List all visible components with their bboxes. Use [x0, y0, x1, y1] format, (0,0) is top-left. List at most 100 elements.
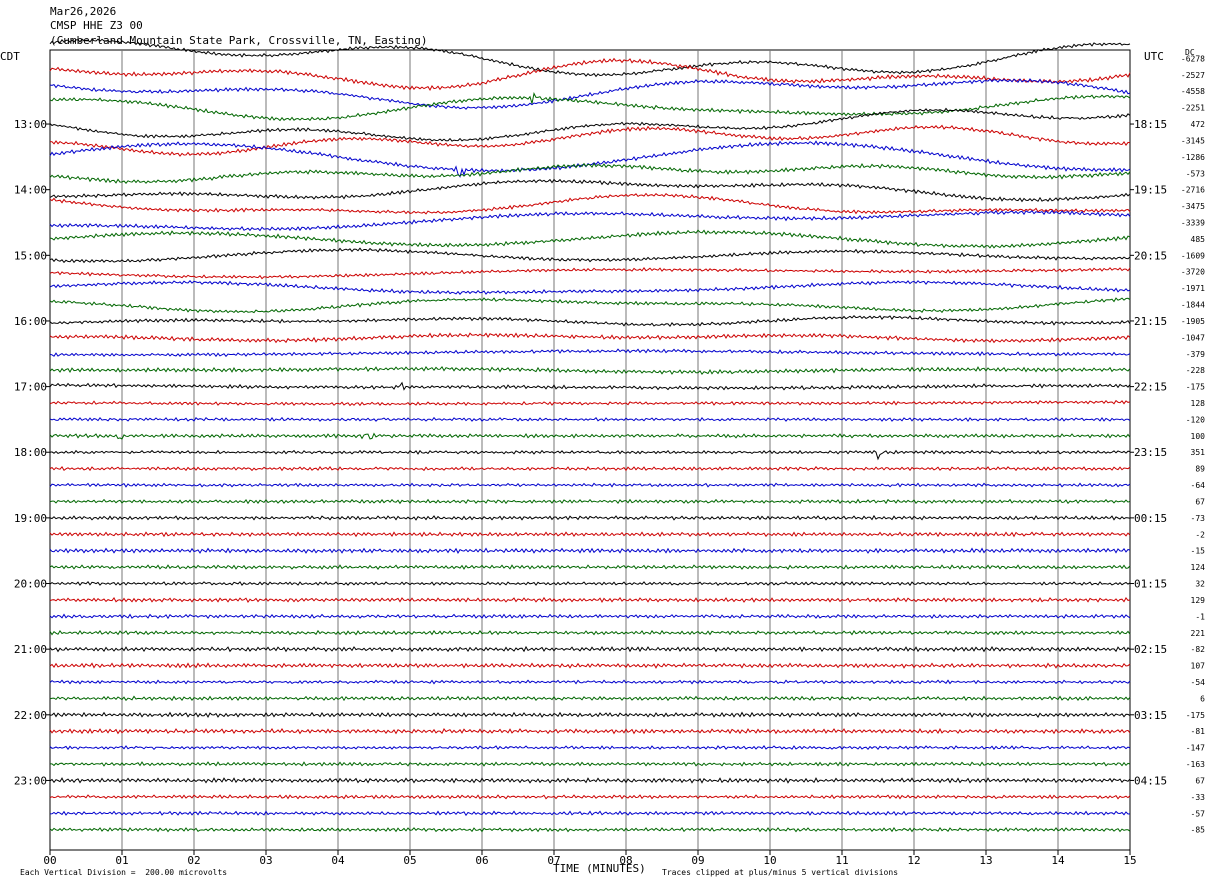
x-tick-label: 11	[835, 854, 848, 867]
right-hour-label: 19:15	[1134, 184, 1167, 197]
dc-offset-label: 128	[1191, 399, 1206, 408]
dc-offset-label: 485	[1191, 235, 1206, 244]
seismic-trace	[49, 57, 1131, 92]
seismic-trace	[49, 267, 1131, 280]
left-hour-label: 23:00	[14, 774, 47, 787]
x-tick-label: 03	[259, 854, 272, 867]
dc-offset-label: -1286	[1181, 153, 1205, 162]
x-tick-label: 02	[187, 854, 200, 867]
dc-offset-label: 6	[1200, 694, 1205, 703]
dc-offset-label: -147	[1186, 744, 1205, 753]
dc-offset-label: 351	[1191, 448, 1206, 457]
right-hour-label: 02:15	[1134, 643, 1167, 656]
dc-offset-label: -163	[1186, 760, 1205, 769]
left-hour-label: 16:00	[14, 315, 47, 328]
dc-offset-label: -15	[1191, 547, 1206, 556]
seismic-trace	[49, 547, 1131, 554]
seismic-trace	[49, 810, 1131, 817]
dc-offset-label: 67	[1195, 497, 1205, 506]
dc-offset-label: -1971	[1181, 284, 1205, 293]
seismic-trace	[49, 482, 1131, 488]
seismic-trace	[49, 629, 1131, 636]
seismic-trace	[49, 162, 1131, 184]
seismic-trace	[49, 38, 1131, 78]
x-tick-label: 15	[1123, 854, 1136, 867]
dc-label: DC	[1185, 48, 1195, 57]
dc-offset-label: -33	[1191, 793, 1206, 802]
seismic-trace	[49, 297, 1131, 314]
seismic-trace	[49, 192, 1131, 215]
dc-offset-label: -573	[1186, 169, 1205, 178]
right-hour-label: 18:15	[1134, 118, 1167, 131]
right-hour-label: 22:15	[1134, 381, 1167, 394]
dc-offset-label: -57	[1191, 809, 1206, 818]
x-tick-label: 06	[475, 854, 488, 867]
dc-offset-label: -6278	[1181, 54, 1205, 63]
dc-offset-label: -2251	[1181, 104, 1205, 113]
seismic-trace	[49, 107, 1131, 142]
seismic-trace	[49, 679, 1131, 685]
seismic-trace	[49, 449, 1131, 461]
x-axis-label: TIME (MINUTES)	[553, 862, 646, 875]
dc-offset-label: 129	[1191, 596, 1206, 605]
left-hour-label: 22:00	[14, 709, 47, 722]
seismic-trace	[49, 531, 1131, 538]
dc-offset-label: -81	[1191, 727, 1206, 736]
right-hour-label: 03:15	[1134, 709, 1167, 722]
dc-offset-label: 100	[1191, 432, 1206, 441]
seismic-trace	[49, 695, 1131, 702]
seismic-trace	[49, 348, 1131, 358]
x-tick-label: 09	[691, 854, 704, 867]
x-tick-label: 13	[979, 854, 992, 867]
dc-offset-label: -228	[1186, 366, 1205, 375]
plot-frame	[49, 49, 1131, 851]
x-tick-label: 04	[331, 854, 345, 867]
dc-offset-label: -3145	[1181, 136, 1205, 145]
seismic-trace	[49, 465, 1131, 472]
header-station: CMSP HHE Z3 00	[50, 19, 143, 32]
right-hour-label: 00:15	[1134, 512, 1167, 525]
seismic-trace	[49, 596, 1131, 604]
right-zone-label: UTC	[1144, 50, 1164, 63]
dc-offset-label: -1	[1195, 612, 1205, 621]
seismic-trace	[50, 761, 1131, 767]
seismic-trace	[49, 826, 1131, 833]
seismic-trace	[49, 178, 1131, 203]
x-tick-label: 07	[547, 854, 560, 867]
seismic-trace	[49, 794, 1131, 800]
left-zone-label: CDT	[0, 50, 20, 63]
x-tick-label: 08	[619, 854, 632, 867]
right-hour-label: 23:15	[1134, 446, 1167, 459]
dc-offset-label: -3475	[1181, 202, 1205, 211]
dc-offset-label: 124	[1191, 563, 1206, 572]
seismic-trace	[49, 78, 1131, 110]
x-tick-label: 05	[403, 854, 416, 867]
header-date: Mar26,2026	[50, 5, 117, 18]
dc-offset-label: -379	[1186, 350, 1205, 359]
seismic-trace	[49, 581, 1131, 587]
right-hour-label: 20:15	[1134, 249, 1167, 262]
left-hour-label: 21:00	[14, 643, 47, 656]
seismic-trace	[49, 564, 1131, 570]
dc-offset-label: -3720	[1181, 268, 1205, 277]
x-tick-label: 14	[1051, 854, 1065, 867]
seismic-trace	[49, 124, 1131, 157]
dc-offset-label: 107	[1191, 662, 1206, 671]
seismic-trace	[49, 416, 1131, 423]
right-hour-label: 04:15	[1134, 774, 1167, 787]
seismic-trace	[49, 247, 1131, 264]
dc-offset-label: -175	[1186, 711, 1205, 720]
seismic-trace	[49, 399, 1131, 407]
seismic-trace	[49, 209, 1131, 232]
seismic-trace	[49, 498, 1131, 505]
dc-offset-label: 67	[1195, 776, 1205, 785]
x-tick-label: 00	[43, 854, 56, 867]
seismic-trace	[49, 91, 1131, 122]
dc-offset-label: -1047	[1181, 333, 1205, 342]
seismic-trace	[49, 728, 1131, 735]
right-hour-label: 01:15	[1134, 578, 1167, 591]
dc-offset-label: 32	[1195, 580, 1205, 589]
dc-offset-label: -85	[1191, 826, 1206, 835]
seismic-trace	[49, 514, 1131, 521]
